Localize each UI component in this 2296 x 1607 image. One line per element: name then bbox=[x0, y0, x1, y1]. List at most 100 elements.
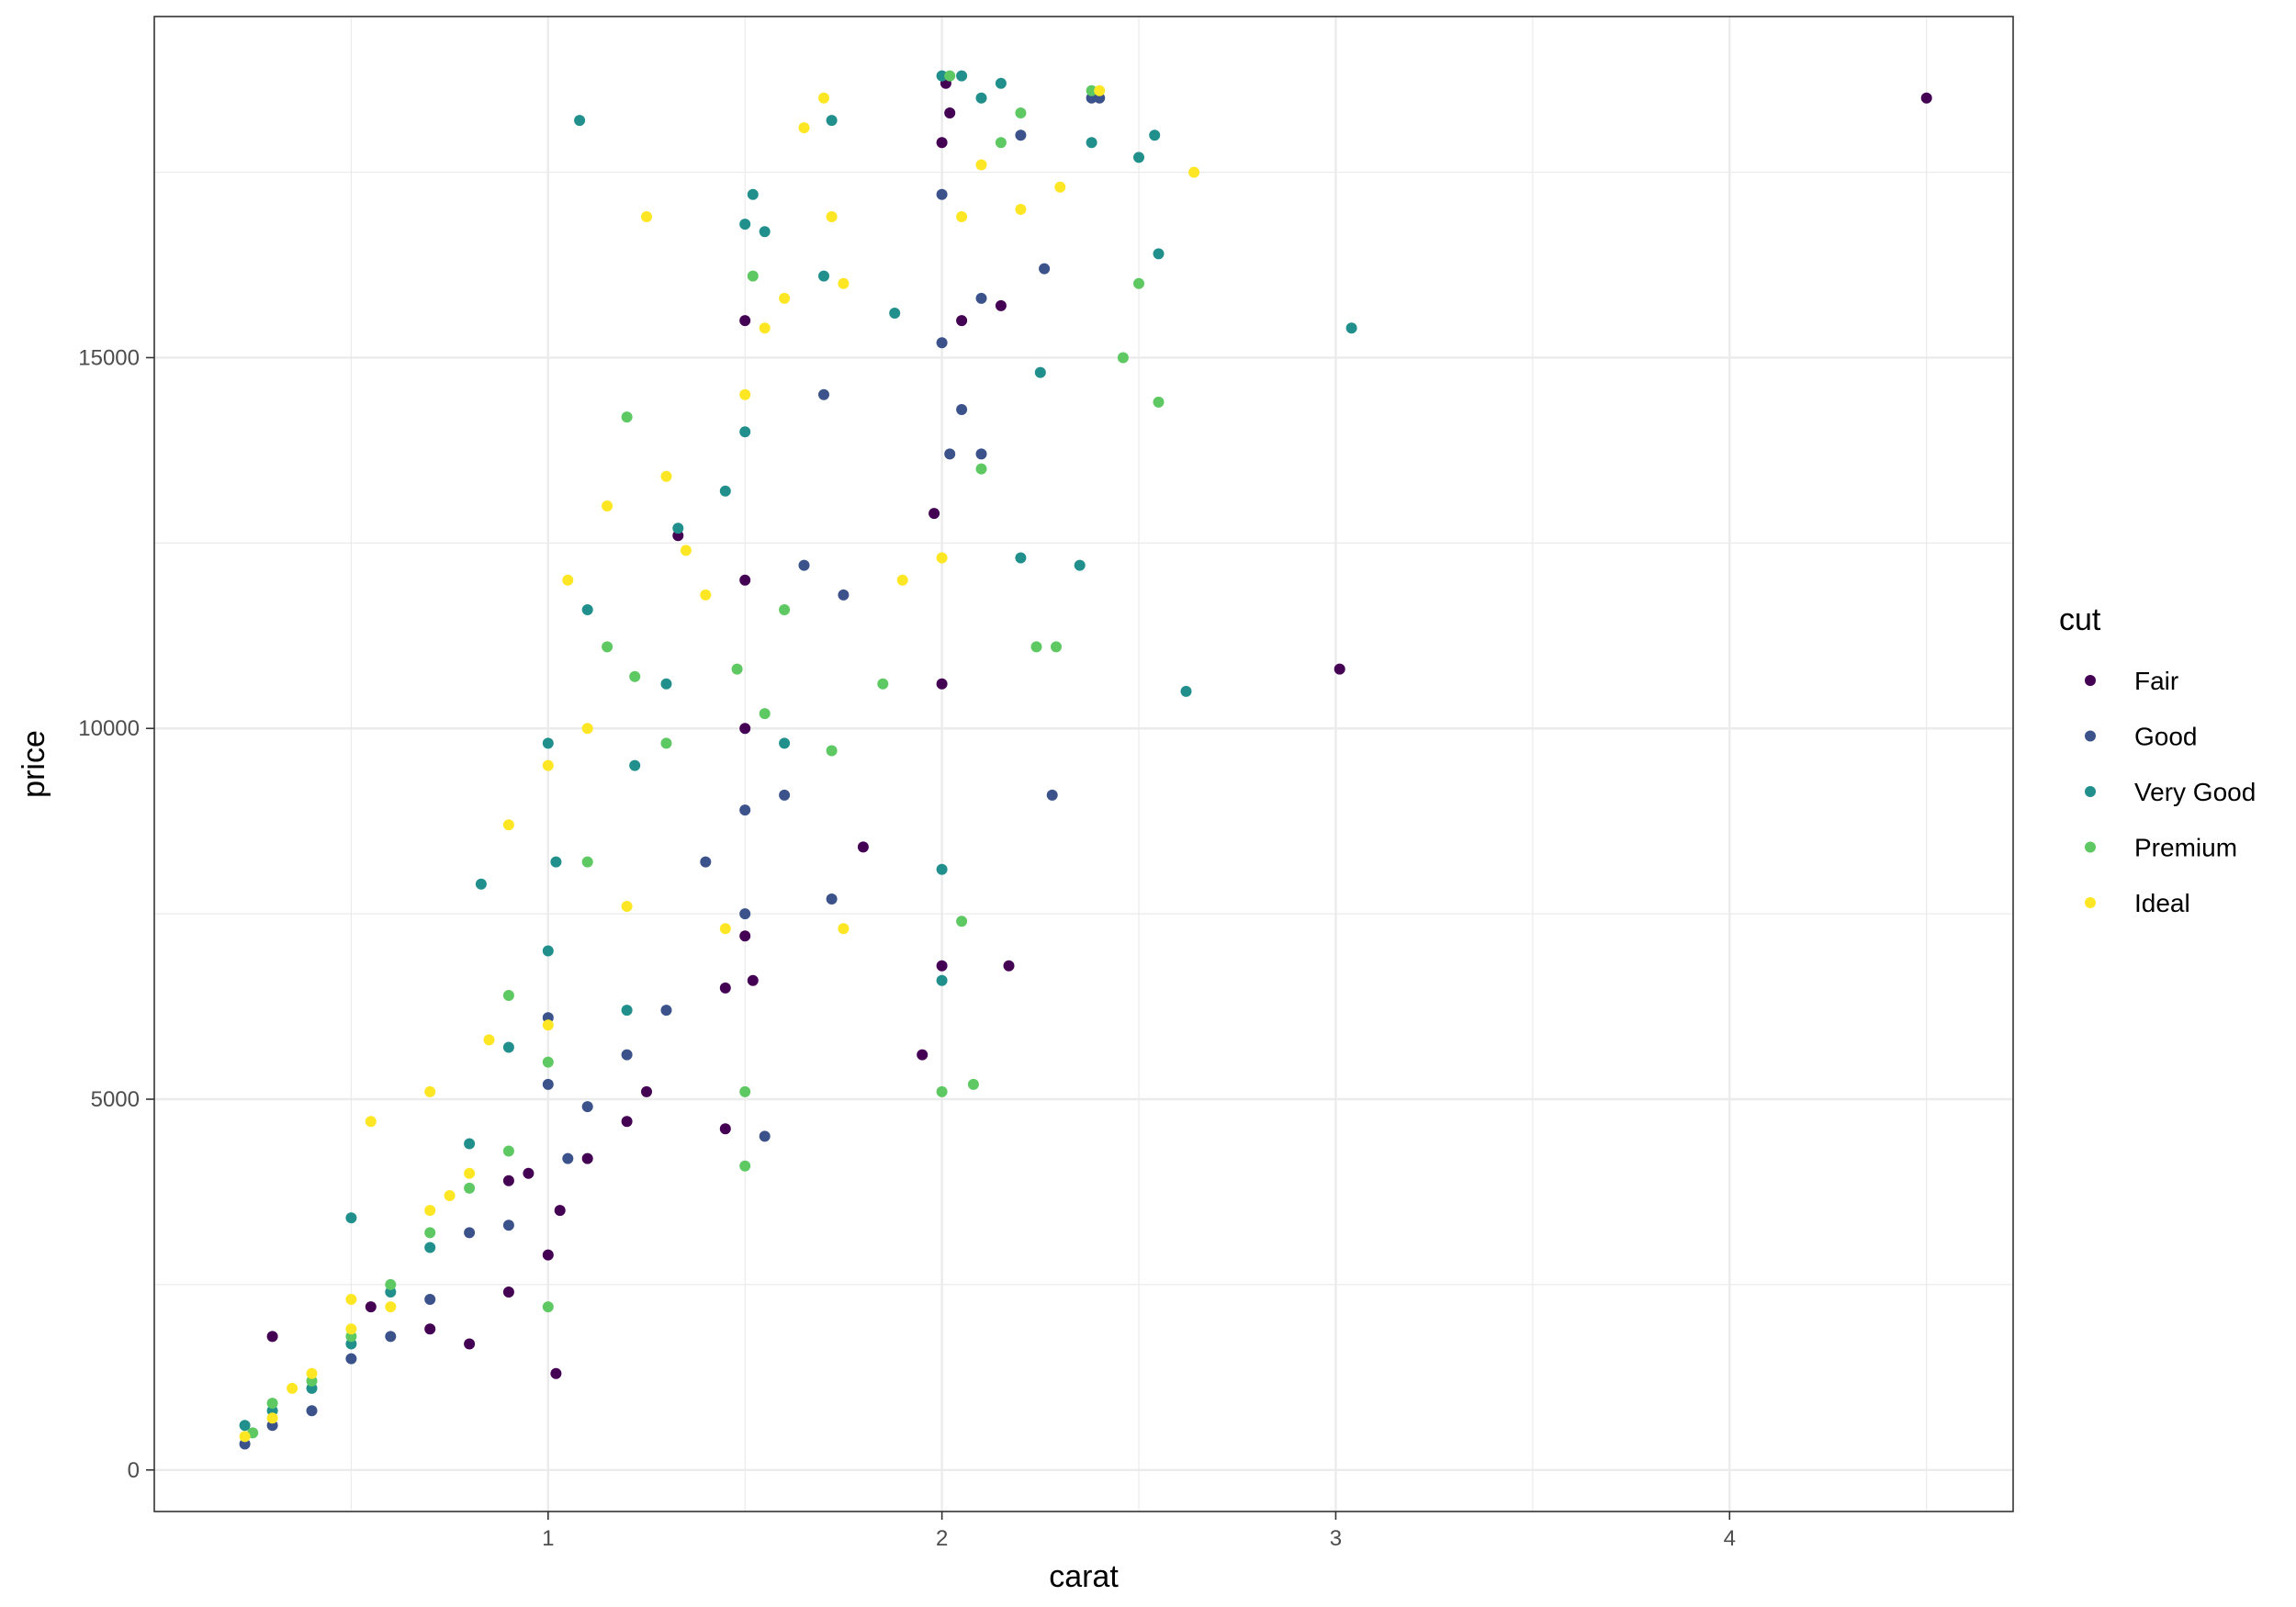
point-very-good bbox=[818, 270, 829, 282]
point-premium bbox=[542, 1301, 554, 1313]
legend-label-good: Good bbox=[2134, 723, 2198, 751]
point-ideal bbox=[365, 1116, 377, 1128]
point-fair bbox=[550, 1367, 562, 1379]
point-fair bbox=[1003, 960, 1015, 972]
point-very-good bbox=[574, 115, 586, 127]
minor-gridlines bbox=[154, 17, 2013, 1511]
point-very-good bbox=[660, 678, 672, 690]
point-ideal bbox=[424, 1205, 436, 1217]
point-fair bbox=[917, 1049, 929, 1061]
y-tick-label: 15000 bbox=[78, 345, 140, 370]
point-fair bbox=[857, 841, 869, 853]
point-good bbox=[739, 908, 751, 920]
point-ideal bbox=[1188, 166, 1200, 178]
x-axis-title: carat bbox=[1049, 1559, 1119, 1594]
point-premium bbox=[266, 1398, 278, 1410]
point-good bbox=[936, 337, 948, 349]
x-tick-label: 3 bbox=[1330, 1526, 1342, 1551]
point-premium bbox=[967, 1078, 979, 1090]
point-premium bbox=[424, 1227, 436, 1239]
point-fair bbox=[641, 1085, 652, 1097]
point-ideal bbox=[956, 211, 968, 222]
point-very-good bbox=[239, 1420, 251, 1432]
point-premium bbox=[877, 678, 889, 690]
y-axis-title: price bbox=[17, 730, 51, 798]
point-ideal bbox=[680, 545, 692, 556]
point-ideal bbox=[838, 277, 850, 289]
point-fair bbox=[719, 1123, 731, 1135]
point-very-good bbox=[621, 1005, 633, 1017]
point-ideal bbox=[266, 1412, 278, 1424]
point-good bbox=[1046, 789, 1058, 801]
point-good bbox=[944, 448, 956, 460]
point-good bbox=[345, 1353, 357, 1365]
point-very-good bbox=[424, 1242, 436, 1253]
point-fair bbox=[581, 1152, 593, 1164]
point-premium bbox=[731, 663, 743, 675]
x-tick-label: 4 bbox=[1724, 1526, 1736, 1551]
point-very-good bbox=[1086, 137, 1097, 149]
point-good bbox=[956, 404, 968, 415]
legend-swatch-good bbox=[2085, 730, 2096, 742]
point-fair bbox=[747, 974, 759, 986]
point-very-good bbox=[475, 878, 487, 890]
point-very-good bbox=[889, 308, 901, 319]
legend-label-fair: Fair bbox=[2134, 667, 2178, 695]
point-premium bbox=[995, 137, 1007, 149]
x-axis: 1 2 3 4 bbox=[542, 1511, 1736, 1551]
point-fair bbox=[266, 1331, 278, 1343]
point-very-good bbox=[1133, 152, 1144, 163]
point-ideal bbox=[1094, 84, 1106, 96]
point-ideal bbox=[345, 1294, 357, 1305]
point-very-good bbox=[719, 485, 731, 497]
point-fair bbox=[424, 1323, 436, 1335]
panel-background bbox=[154, 17, 2013, 1511]
point-good bbox=[759, 1130, 771, 1142]
point-good bbox=[502, 1219, 514, 1231]
point-very-good bbox=[826, 115, 838, 127]
point-very-good bbox=[1149, 129, 1161, 141]
point-ideal bbox=[759, 322, 771, 334]
point-good bbox=[542, 1078, 554, 1090]
y-tick-label: 0 bbox=[128, 1458, 140, 1483]
point-ideal bbox=[239, 1431, 251, 1443]
point-good bbox=[798, 559, 810, 571]
point-good bbox=[424, 1294, 436, 1305]
point-ideal bbox=[739, 388, 751, 400]
point-very-good bbox=[1180, 685, 1192, 697]
point-premium bbox=[759, 708, 771, 720]
point-very-good bbox=[581, 604, 593, 615]
point-ideal bbox=[798, 122, 810, 134]
point-premium bbox=[975, 463, 987, 475]
point-fair bbox=[502, 1174, 514, 1186]
point-ideal bbox=[936, 552, 948, 564]
point-ideal bbox=[464, 1167, 476, 1179]
point-good bbox=[581, 1101, 593, 1113]
point-good bbox=[779, 789, 791, 801]
point-fair bbox=[936, 960, 948, 972]
panel-border bbox=[153, 16, 2014, 1512]
point-premium bbox=[1117, 352, 1129, 364]
point-very-good bbox=[759, 226, 771, 238]
point-fair bbox=[739, 315, 751, 327]
point-fair bbox=[739, 723, 751, 735]
point-ideal bbox=[700, 589, 712, 601]
point-very-good bbox=[502, 1041, 514, 1053]
point-fair bbox=[464, 1338, 476, 1350]
point-fair bbox=[365, 1301, 377, 1313]
point-very-good bbox=[345, 1212, 357, 1224]
point-good bbox=[826, 893, 838, 905]
point-ideal bbox=[719, 923, 731, 935]
point-ideal bbox=[838, 923, 850, 935]
point-ideal bbox=[581, 723, 593, 735]
point-good bbox=[385, 1331, 397, 1343]
point-fair bbox=[929, 508, 940, 520]
point-good bbox=[975, 448, 987, 460]
point-fair bbox=[554, 1205, 566, 1217]
point-fair bbox=[944, 107, 956, 118]
point-ideal bbox=[975, 159, 987, 171]
point-ideal bbox=[385, 1301, 397, 1313]
legend-label-premium: Premium bbox=[2134, 834, 2237, 862]
point-very-good bbox=[747, 188, 759, 200]
point-ideal bbox=[1015, 204, 1027, 215]
